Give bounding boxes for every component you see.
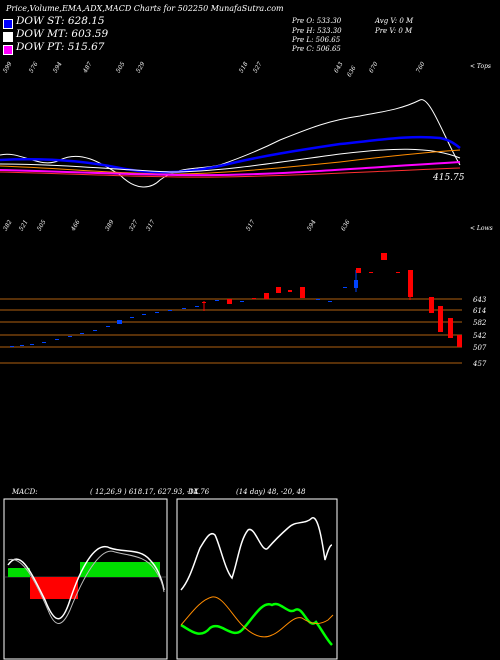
price-level-labels: 643 614 582 542 507 457 (472, 296, 487, 368)
macd-params: ( 12,26,9 ) 618.17, 627.93, -14.76 (90, 488, 210, 496)
macd-line (7, 545, 165, 620)
candle (354, 280, 358, 288)
legend-item-mt: DOW MT: 603.59 (16, 28, 109, 40)
candle (396, 272, 400, 273)
candle (276, 287, 281, 293)
candle (195, 306, 199, 307)
level-label: 643 (473, 296, 487, 304)
candles (10, 253, 462, 347)
adx-minus-line (180, 596, 334, 638)
legend-swatch-pt (3, 45, 13, 55)
candle (457, 335, 462, 347)
candle (328, 301, 332, 302)
candle (356, 268, 361, 273)
candle (155, 312, 159, 313)
candle (343, 287, 347, 288)
stat-pre-high: Pre H: 533.30 (292, 27, 342, 35)
chart-title: Price,Volume,EMA,ADX,MACD Charts for 502… (6, 4, 284, 13)
macd-signal-line (7, 550, 165, 624)
legend-swatch-st (3, 19, 13, 29)
level-label: 507 (473, 344, 487, 352)
macd-title: MACD: (11, 488, 38, 496)
candle (106, 326, 110, 327)
ema-orange-line (0, 149, 461, 175)
candle (130, 317, 134, 318)
candle (227, 299, 232, 304)
candle (55, 339, 59, 340)
candle (438, 306, 443, 332)
ema-mt-line (0, 148, 461, 173)
stat-pre-volume: Pre V: 0 M (375, 27, 413, 35)
candle (30, 344, 34, 345)
ema-pt-line (0, 161, 461, 177)
adx-line (180, 517, 333, 591)
candle (316, 299, 320, 300)
stat-pre-close: Pre C: 506.65 (292, 45, 341, 53)
candle (42, 342, 46, 343)
last-price-label: 415.75 (433, 173, 465, 183)
legend-item-pt: DOW PT: 515.67 (16, 41, 105, 53)
candle (381, 253, 387, 260)
price-levels (0, 298, 462, 364)
candle (300, 287, 305, 298)
lows-label: < Lows (470, 225, 493, 232)
stat-pre-low: Pre L: 506.65 (292, 36, 341, 44)
candle (448, 318, 453, 338)
tops-label: < Tops (470, 63, 492, 70)
candle (429, 297, 434, 313)
adx-plus-line (180, 602, 333, 646)
candle (252, 298, 256, 299)
candle (68, 336, 72, 337)
candle (264, 293, 269, 299)
candle (288, 290, 292, 292)
adx-params: (14 day) 48, -20, 48 (236, 488, 306, 496)
stat-pre-open: Pre O: 533.30 (292, 17, 342, 25)
ema-st-line (0, 135, 461, 174)
level-label: 582 (473, 319, 487, 327)
adx-panel (176, 498, 338, 660)
candle (408, 270, 413, 297)
ema-red-line (0, 167, 461, 178)
legend-swatch-mt (3, 32, 13, 42)
level-label: 457 (472, 360, 487, 368)
candle (93, 330, 97, 331)
ema-panel (0, 99, 461, 188)
adx-title: DX (187, 488, 200, 496)
candle (182, 308, 186, 309)
candle (215, 300, 219, 301)
candle (10, 346, 14, 347)
level-label: 542 (473, 332, 487, 340)
macd-panel (3, 498, 168, 660)
level-label: 614 (473, 307, 486, 315)
candle (20, 345, 24, 346)
candle (117, 320, 122, 324)
candle (142, 314, 146, 315)
stat-avg-volume: Avg V: 0 M (375, 17, 414, 25)
candle (168, 310, 172, 311)
candle (369, 272, 373, 273)
candle (202, 302, 206, 303)
candle (80, 333, 84, 334)
candle (240, 301, 244, 302)
legend-item-st: DOW ST: 628.15 (16, 15, 105, 27)
